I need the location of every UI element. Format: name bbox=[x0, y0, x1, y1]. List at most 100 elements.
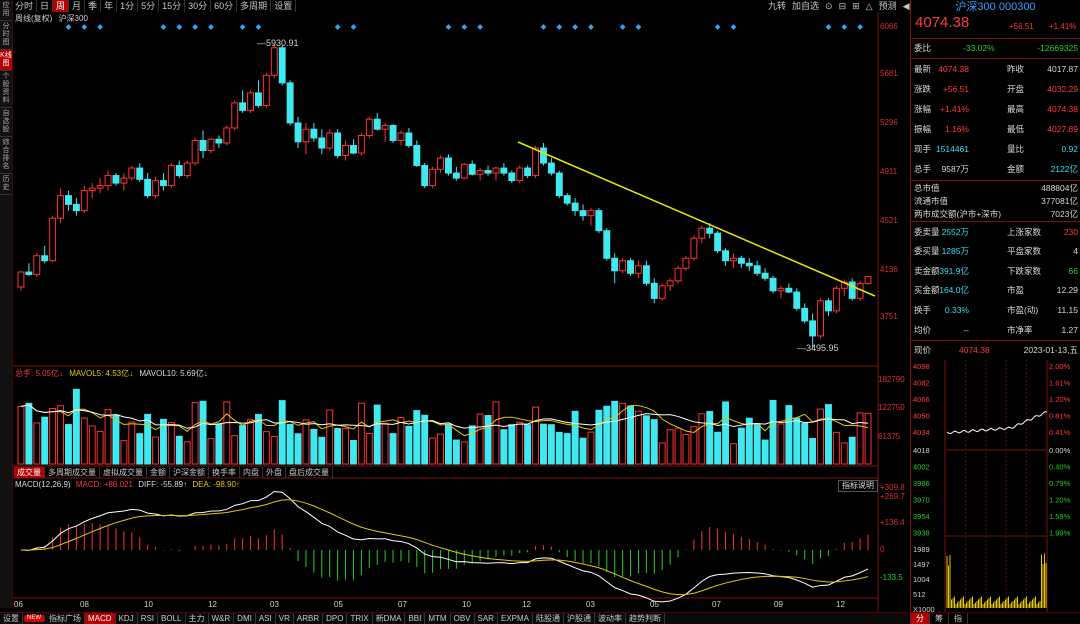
bottom-indicator-tab[interactable]: SAR bbox=[475, 613, 498, 624]
period-tab[interactable]: 日 bbox=[37, 0, 54, 12]
kline-chart[interactable]: —5930.91 —3495.95 bbox=[13, 12, 908, 612]
volume-bar bbox=[302, 419, 310, 465]
intraday-minichart[interactable]: 4098 4082 4066 4050 4034 4002 3986 3970 3954 3938… bbox=[911, 360, 1080, 612]
period-tab[interactable]: 设置 bbox=[271, 0, 297, 12]
indicator-tab[interactable]: 沪深金额 bbox=[170, 467, 209, 478]
indicator-tab[interactable]: 换手率 bbox=[209, 467, 240, 478]
chart-tool-button[interactable]: 加自选 bbox=[792, 1, 820, 11]
chart-tool-button[interactable]: ⊞ bbox=[852, 1, 860, 11]
candle-body bbox=[627, 260, 634, 274]
chart-tool-button[interactable]: 九转 bbox=[768, 1, 787, 11]
period-tab[interactable]: 5分 bbox=[138, 0, 160, 12]
indicator-tab[interactable]: 盘后成交量 bbox=[286, 467, 333, 478]
period-tab[interactable]: 月 bbox=[69, 0, 86, 12]
bottom-indicator-tab[interactable]: ASI bbox=[256, 613, 276, 624]
chart-tool-button[interactable]: ◀ bbox=[902, 1, 910, 11]
candle-body bbox=[848, 281, 856, 299]
mini-vol-tick: 1497 bbox=[913, 560, 930, 569]
chart-tool-button[interactable]: ⊙ bbox=[825, 1, 833, 11]
bottom-indicator-tab[interactable]: 沪股通 bbox=[564, 613, 595, 624]
candle-body bbox=[658, 285, 666, 299]
bottom-indicator-tab[interactable]: 指标广场 bbox=[46, 613, 85, 624]
volume-bar bbox=[247, 419, 254, 465]
vertical-tab[interactable]: 应用 bbox=[0, 0, 12, 21]
indicator-tab[interactable]: 金额 bbox=[147, 467, 170, 478]
candle-body bbox=[136, 167, 144, 180]
bottom-indicator-tab[interactable]: W&R bbox=[209, 613, 235, 624]
period-tab[interactable]: 30分 bbox=[185, 0, 212, 12]
candle-body bbox=[730, 257, 737, 262]
period-tab[interactable]: 1分 bbox=[117, 0, 139, 12]
signal-marker bbox=[208, 24, 214, 30]
bottom-indicator-tab[interactable]: NEW bbox=[24, 615, 45, 622]
indicator-tab[interactable]: 多周期成交量 bbox=[45, 467, 100, 478]
bottom-indicator-tab[interactable]: 设置 bbox=[0, 613, 23, 624]
chart-tool-button[interactable]: ⊟ bbox=[838, 1, 847, 11]
bottom-indicator-tab[interactable]: EXPMA bbox=[498, 613, 533, 624]
vertical-tab[interactable]: 分时图 bbox=[0, 21, 12, 50]
period-tab[interactable]: 年 bbox=[101, 0, 118, 12]
candle-body bbox=[682, 257, 690, 269]
bottom-indicator-tab[interactable]: ARBR bbox=[294, 613, 324, 624]
date-tick: 09 bbox=[774, 600, 783, 609]
quote-tab[interactable]: 分 bbox=[911, 613, 930, 624]
bottom-indicator-tab[interactable]: VR bbox=[276, 613, 294, 624]
mini-pct-tick: 1.20% bbox=[1049, 395, 1071, 404]
bottom-indicator-tab[interactable]: 趋势判断 bbox=[626, 613, 665, 624]
bottom-indicator-tab[interactable]: BBI bbox=[405, 613, 426, 624]
period-tab[interactable]: 多周期 bbox=[237, 0, 272, 12]
candle-body bbox=[864, 276, 872, 285]
bottom-indicator-tab[interactable]: 新DMA bbox=[373, 613, 406, 624]
bottom-indicator-tab[interactable]: DMI bbox=[234, 613, 256, 624]
period-tab[interactable]: 15分 bbox=[159, 0, 186, 12]
quote-label: 换手 bbox=[914, 304, 932, 315]
volume-bar bbox=[785, 405, 793, 465]
quote-row: 换手 0.33% 市盈(动) 11.15 bbox=[911, 300, 1080, 319]
volume-bar bbox=[286, 423, 294, 465]
volume-bar bbox=[429, 437, 437, 465]
indicator-tab[interactable]: 虚拟成交量 bbox=[100, 467, 147, 478]
candle-body bbox=[555, 172, 563, 197]
bottom-indicator-tab[interactable]: MACD bbox=[85, 613, 116, 624]
bottom-indicator-tab[interactable]: KDJ bbox=[116, 613, 138, 624]
indicator-tab[interactable]: 成交量 bbox=[14, 467, 45, 478]
bottom-indicator-tab[interactable]: RSI bbox=[138, 613, 159, 624]
vertical-tab[interactable]: 个股资料 bbox=[0, 71, 12, 108]
vertical-tab[interactable]: 历史 bbox=[0, 174, 12, 195]
bottom-indicator-tab[interactable]: 波动率 bbox=[595, 613, 626, 624]
bottom-indicator-tab[interactable]: DPO bbox=[323, 613, 348, 624]
date-tick: 03 bbox=[586, 600, 595, 609]
vertical-tab[interactable]: 自选股 bbox=[0, 108, 12, 137]
chart-tool-button[interactable]: △ bbox=[865, 1, 873, 11]
candle-body bbox=[460, 163, 468, 179]
quote-row: 现手 1514461 量比 0.92 bbox=[911, 139, 1080, 158]
candle-body bbox=[642, 265, 650, 284]
bottom-indicator-tab[interactable]: 陆股通 bbox=[533, 613, 564, 624]
candle-body bbox=[167, 165, 175, 187]
mini-price-tick: 4066 bbox=[913, 395, 930, 404]
period-tab[interactable]: 季 bbox=[85, 0, 102, 12]
period-tab[interactable]: 分时 bbox=[12, 0, 38, 12]
volume-bar bbox=[25, 402, 33, 465]
quote-tab[interactable]: 筹 bbox=[930, 613, 949, 624]
quote-value: 4017.87 bbox=[1047, 63, 1078, 74]
volume-bar bbox=[714, 431, 722, 465]
period-tab[interactable]: 60分 bbox=[211, 0, 238, 12]
chart-tool-button[interactable]: 预测 bbox=[878, 1, 897, 11]
bottom-indicator-tab[interactable]: TRIX bbox=[347, 613, 373, 624]
indicator-help-button[interactable]: 指标说明 bbox=[838, 480, 878, 492]
vertical-tab[interactable]: K线图 bbox=[0, 50, 12, 71]
indicator-tab[interactable]: 内盘 bbox=[240, 467, 263, 478]
bottom-indicator-tab[interactable]: 主力 bbox=[186, 613, 209, 624]
bottom-indicator-tab[interactable]: BOLL bbox=[158, 613, 186, 624]
candle-body bbox=[33, 255, 41, 276]
indicator-tab[interactable]: 外盘 bbox=[263, 467, 286, 478]
bottom-indicator-tab[interactable]: MTM bbox=[425, 613, 451, 624]
period-tab[interactable]: 周 bbox=[53, 0, 70, 12]
quote-tab[interactable]: 指 bbox=[949, 613, 968, 624]
webi-label: 委比 bbox=[914, 42, 932, 53]
price-tick: 5681 bbox=[880, 69, 898, 78]
macd-value: MACD: +86.021 bbox=[75, 480, 133, 489]
vertical-tab[interactable]: 综合排名 bbox=[0, 137, 12, 174]
bottom-indicator-tab[interactable]: OBV bbox=[451, 613, 475, 624]
